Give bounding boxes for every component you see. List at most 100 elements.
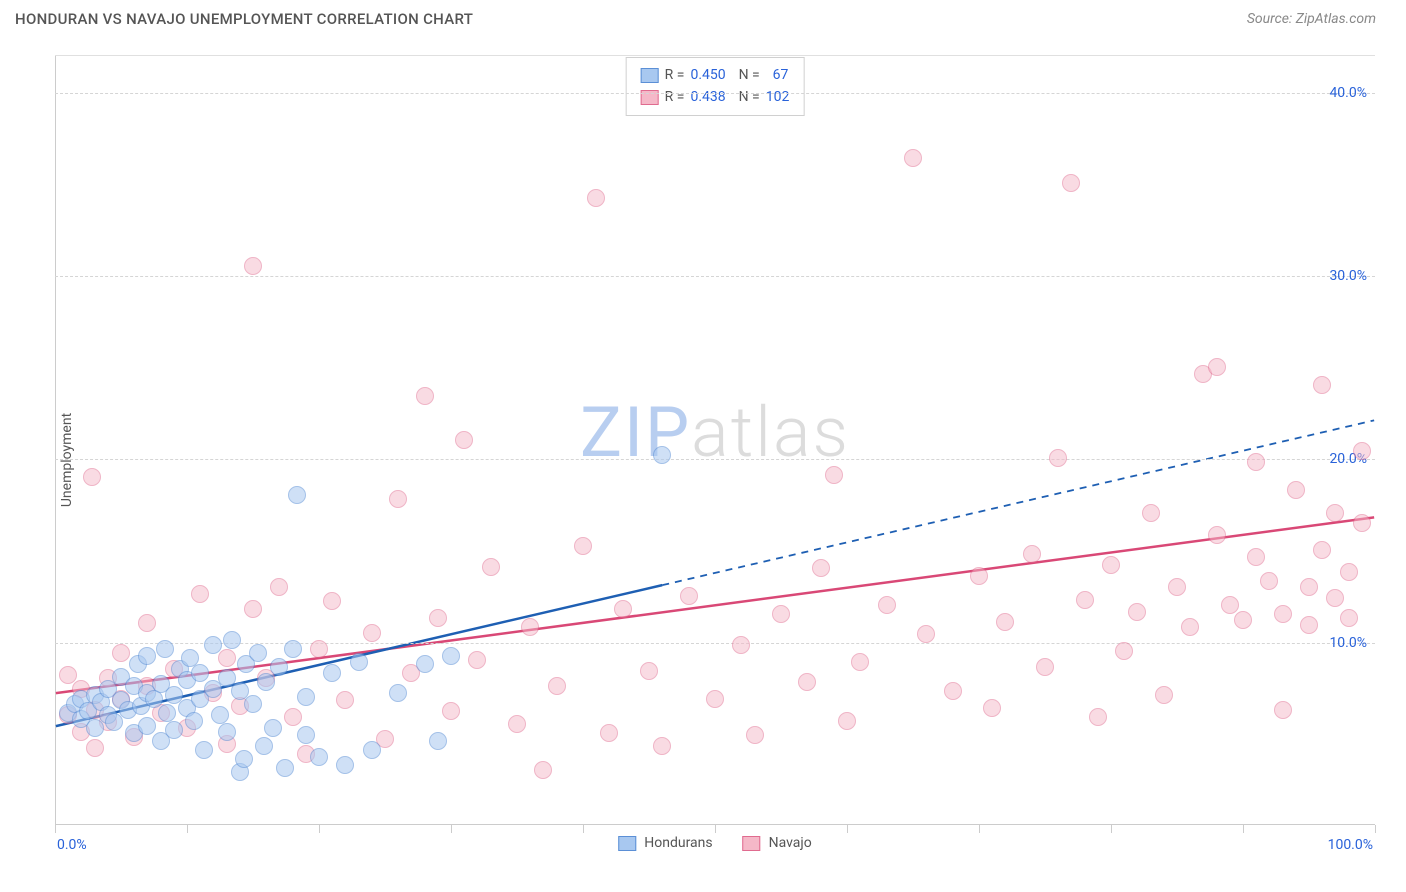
navajo-point [812, 559, 830, 577]
x-tick [319, 825, 320, 833]
navajo-point [310, 640, 328, 658]
hondurans-point [264, 719, 282, 737]
legend-item-navajo: Navajo [743, 835, 812, 851]
navajo-point [996, 613, 1014, 631]
navajo-point [1274, 701, 1292, 719]
hondurans-point [158, 704, 176, 722]
y-tick-label: 10.0% [1329, 635, 1367, 651]
navajo-point [746, 726, 764, 744]
chart-container: Unemployment ZIPatlas R = 0.450 N = 67 R… [25, 40, 1395, 880]
navajo-point [1115, 642, 1133, 660]
gridline [55, 276, 1375, 277]
navajo-point [1300, 578, 1318, 596]
navajo-point [218, 649, 236, 667]
gridline [55, 459, 1375, 460]
navajo-point [1208, 358, 1226, 376]
hondurans-point [297, 726, 315, 744]
navajo-point [1221, 596, 1239, 614]
hondurans-point [310, 748, 328, 766]
navajo-point [614, 600, 632, 618]
navajo-point [904, 149, 922, 167]
legend-row-navajo: R = 0.438 N = 102 [641, 86, 790, 108]
hondurans-point [257, 673, 275, 691]
x-tick [187, 825, 188, 833]
navajo-point [191, 585, 209, 603]
navajo-point [1274, 605, 1292, 623]
hondurans-point [653, 446, 671, 464]
x-tick [583, 825, 584, 833]
hondurans-point [195, 741, 213, 759]
legend-swatch-hondurans-bottom [618, 836, 636, 851]
navajo-point [970, 567, 988, 585]
watermark: ZIPatlas [580, 391, 850, 473]
navajo-point [640, 662, 658, 680]
navajo-point [1247, 453, 1265, 471]
navajo-point [468, 651, 486, 669]
navajo-point [244, 600, 262, 618]
navajo-point [1062, 174, 1080, 192]
navajo-point [574, 537, 592, 555]
navajo-point [1300, 616, 1318, 634]
hondurans-point [204, 636, 222, 654]
hondurans-point [211, 706, 229, 724]
navajo-point [521, 618, 539, 636]
navajo-point [1260, 572, 1278, 590]
hondurans-point [429, 732, 447, 750]
hondurans-point [138, 647, 156, 665]
navajo-point [798, 673, 816, 691]
hondurans-point [323, 664, 341, 682]
navajo-point [1326, 589, 1344, 607]
navajo-point [389, 490, 407, 508]
hondurans-point [249, 644, 267, 662]
hondurans-point [165, 721, 183, 739]
navajo-point [851, 653, 869, 671]
navajo-point [838, 712, 856, 730]
navajo-point [59, 666, 77, 684]
hondurans-point [223, 631, 241, 649]
navajo-point [732, 636, 750, 654]
hondurans-point [185, 712, 203, 730]
navajo-point [1247, 548, 1265, 566]
navajo-point [323, 592, 341, 610]
x-axis [55, 824, 1375, 825]
navajo-point [1340, 609, 1358, 627]
legend-swatch-hondurans [641, 68, 659, 83]
x-tick [847, 825, 848, 833]
navajo-point [1049, 449, 1067, 467]
navajo-point [1142, 504, 1160, 522]
navajo-point [1353, 514, 1371, 532]
navajo-point [1313, 376, 1331, 394]
x-tick [1243, 825, 1244, 833]
hondurans-point [244, 695, 262, 713]
legend-row-hondurans: R = 0.450 N = 67 [641, 64, 790, 86]
source-attribution: Source: ZipAtlas.com [1247, 11, 1376, 27]
navajo-point [653, 737, 671, 755]
hondurans-point [235, 750, 253, 768]
navajo-point [944, 682, 962, 700]
navajo-point [1155, 686, 1173, 704]
y-tick-label: 30.0% [1329, 268, 1367, 284]
hondurans-point [416, 655, 434, 673]
hondurans-point [156, 640, 174, 658]
navajo-point [1168, 578, 1186, 596]
navajo-point [825, 466, 843, 484]
hondurans-point [255, 737, 273, 755]
navajo-point [1181, 618, 1199, 636]
hondurans-point [336, 756, 354, 774]
x-tick [715, 825, 716, 833]
navajo-point [1089, 708, 1107, 726]
hondurans-point [288, 486, 306, 504]
navajo-point [1076, 591, 1094, 609]
correlation-legend: R = 0.450 N = 67 R = 0.438 N = 102 [626, 57, 805, 116]
navajo-point [429, 609, 447, 627]
navajo-point [1326, 504, 1344, 522]
navajo-point [917, 625, 935, 643]
navajo-point [482, 558, 500, 576]
navajo-point [600, 724, 618, 742]
navajo-point [284, 708, 302, 726]
navajo-point [455, 431, 473, 449]
hondurans-point [284, 640, 302, 658]
gridline [55, 643, 1375, 644]
gridline [55, 93, 1375, 94]
navajo-point [86, 739, 104, 757]
